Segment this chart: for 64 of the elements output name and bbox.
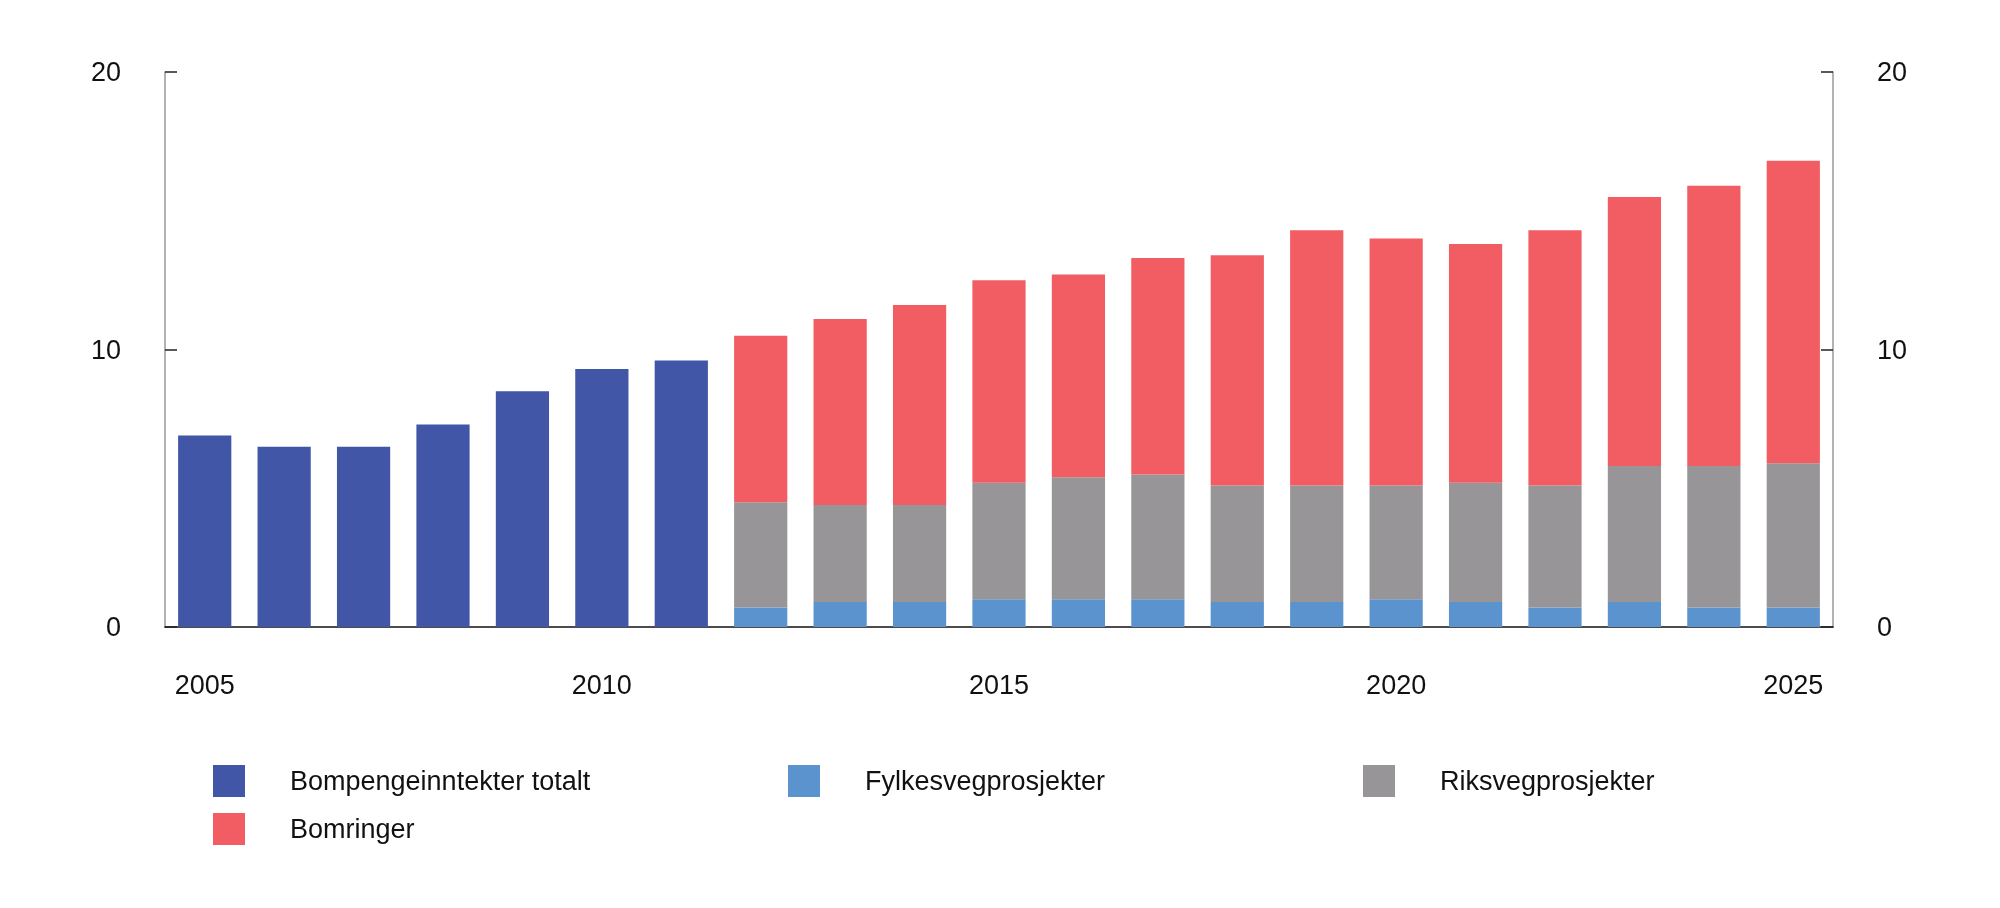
bar [972,280,1026,483]
bar [813,602,867,627]
bar [1210,602,1264,627]
bar [1131,599,1185,627]
legend-label: Fylkesvegprosjekter [865,766,1106,796]
y2-tick-label: 20 [1877,57,1908,87]
bar [892,305,947,505]
bar [1448,482,1503,603]
y-tick-label: 0 [105,612,121,642]
bar [1687,607,1741,627]
y2-tick-label: 10 [1877,334,1908,365]
bar [1369,599,1423,627]
bar [495,391,550,627]
bar [1687,466,1741,608]
bar [1131,474,1185,600]
x-tick-label: 2025 [1763,669,1824,700]
bar [813,504,867,603]
x-tick-label: 2005 [174,669,235,700]
bar [1766,607,1820,627]
bar [1766,463,1820,608]
bar [1290,230,1344,486]
bar [1607,196,1662,467]
legend-label: Riksvegprosjekter [1440,766,1655,796]
bar [1528,485,1582,608]
bar [178,435,232,627]
bar [257,446,311,627]
y2-tick-label: 0 [1877,612,1893,642]
bar [1687,185,1741,467]
bar [1290,602,1344,627]
bar [1607,602,1662,627]
bar [972,599,1026,627]
bar [892,602,947,627]
bar [1369,485,1423,600]
bar [1210,255,1264,486]
bar [972,482,1026,600]
legend-label: Bompengeinntekter totalt [290,766,591,796]
x-tick-label: 2015 [968,669,1030,700]
bar [1448,244,1503,483]
bar [734,502,788,608]
x-tick-label: 2010 [571,669,632,700]
x-tick-label: 2020 [1366,669,1427,700]
bar [813,318,867,505]
bar [1766,160,1820,464]
bar [1131,257,1185,475]
bar [1369,238,1423,486]
bar [654,360,708,627]
bar [1290,485,1344,603]
bar [575,368,629,627]
y-tick-label: 20 [90,57,121,87]
bar [336,446,391,627]
bar [1528,230,1582,486]
bar [1607,466,1662,603]
bar [416,424,470,627]
bar [734,335,788,503]
bar [1528,607,1582,627]
bar [1448,602,1503,627]
bar [734,607,788,627]
legend-label: Bomringer [290,814,415,844]
bar [1051,477,1106,600]
bar [892,504,947,603]
bar [1210,485,1264,603]
bar [1051,274,1106,478]
y-tick-label: 10 [90,334,121,365]
bar [1051,599,1106,627]
